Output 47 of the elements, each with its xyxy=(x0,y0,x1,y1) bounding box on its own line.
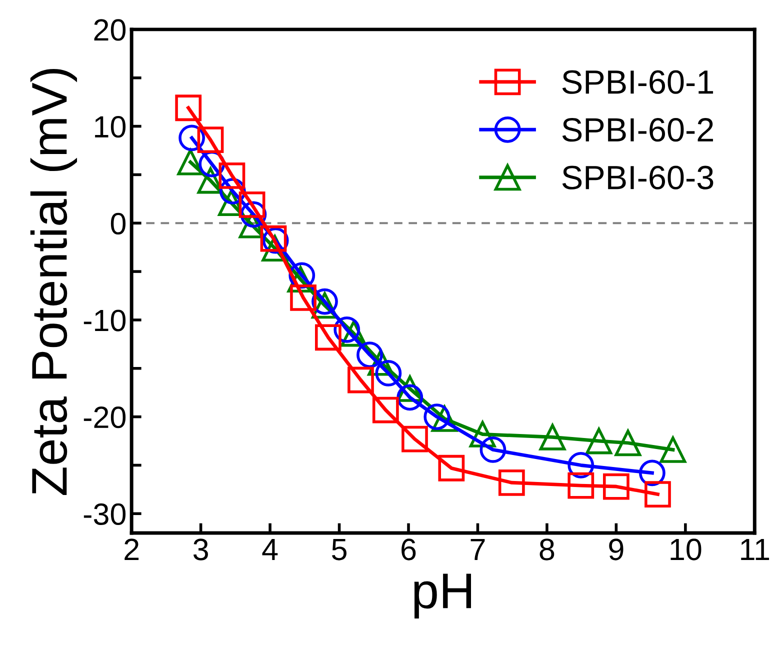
point xyxy=(586,428,612,454)
legend-label: SPBI-60-2 xyxy=(562,118,713,142)
point xyxy=(372,396,399,424)
point xyxy=(334,316,360,343)
point xyxy=(614,430,642,456)
x-tick-label: 5 xyxy=(332,538,346,560)
point xyxy=(498,469,525,496)
point xyxy=(480,436,506,463)
point xyxy=(290,284,316,311)
point xyxy=(348,366,374,394)
point xyxy=(660,436,686,463)
point xyxy=(602,473,630,500)
point xyxy=(396,384,424,411)
y-tick-label: -10 xyxy=(84,310,126,332)
legend-label: SPBI-60-1 xyxy=(562,70,714,94)
point xyxy=(238,192,266,218)
x-tick-label: 6 xyxy=(402,538,416,560)
x-tick-label: 2 xyxy=(124,538,139,560)
y-tick-label: 10 xyxy=(95,116,126,138)
point xyxy=(218,162,246,189)
point xyxy=(644,481,671,508)
y-tick-label: 20 xyxy=(94,19,126,41)
point xyxy=(175,94,202,122)
x-tick-label: 10 xyxy=(670,538,702,560)
point xyxy=(197,126,224,154)
point xyxy=(314,324,342,351)
y-axis-title: Zeta Potential (mV) xyxy=(30,68,77,495)
legend-label: SPBI-60-3 xyxy=(562,166,714,190)
point xyxy=(568,472,594,499)
point xyxy=(539,424,566,450)
point xyxy=(177,148,204,176)
point xyxy=(438,454,465,482)
point xyxy=(402,426,428,452)
point xyxy=(424,404,450,430)
x-axis-title: pH xyxy=(414,574,471,619)
x-tick-label: 4 xyxy=(262,538,278,560)
x-tick-label: 3 xyxy=(193,538,208,560)
x-tick-label: 7 xyxy=(470,538,485,560)
y-tick-label: 0 xyxy=(110,212,126,234)
x-tick-label: 11 xyxy=(741,538,770,560)
point xyxy=(375,360,402,386)
point xyxy=(178,124,206,152)
x-tick-label: 9 xyxy=(609,538,624,560)
y-tick-label: -20 xyxy=(84,406,126,428)
point xyxy=(356,342,383,368)
x-tick-label: 8 xyxy=(540,538,554,560)
y-tick-label: -30 xyxy=(84,503,126,526)
